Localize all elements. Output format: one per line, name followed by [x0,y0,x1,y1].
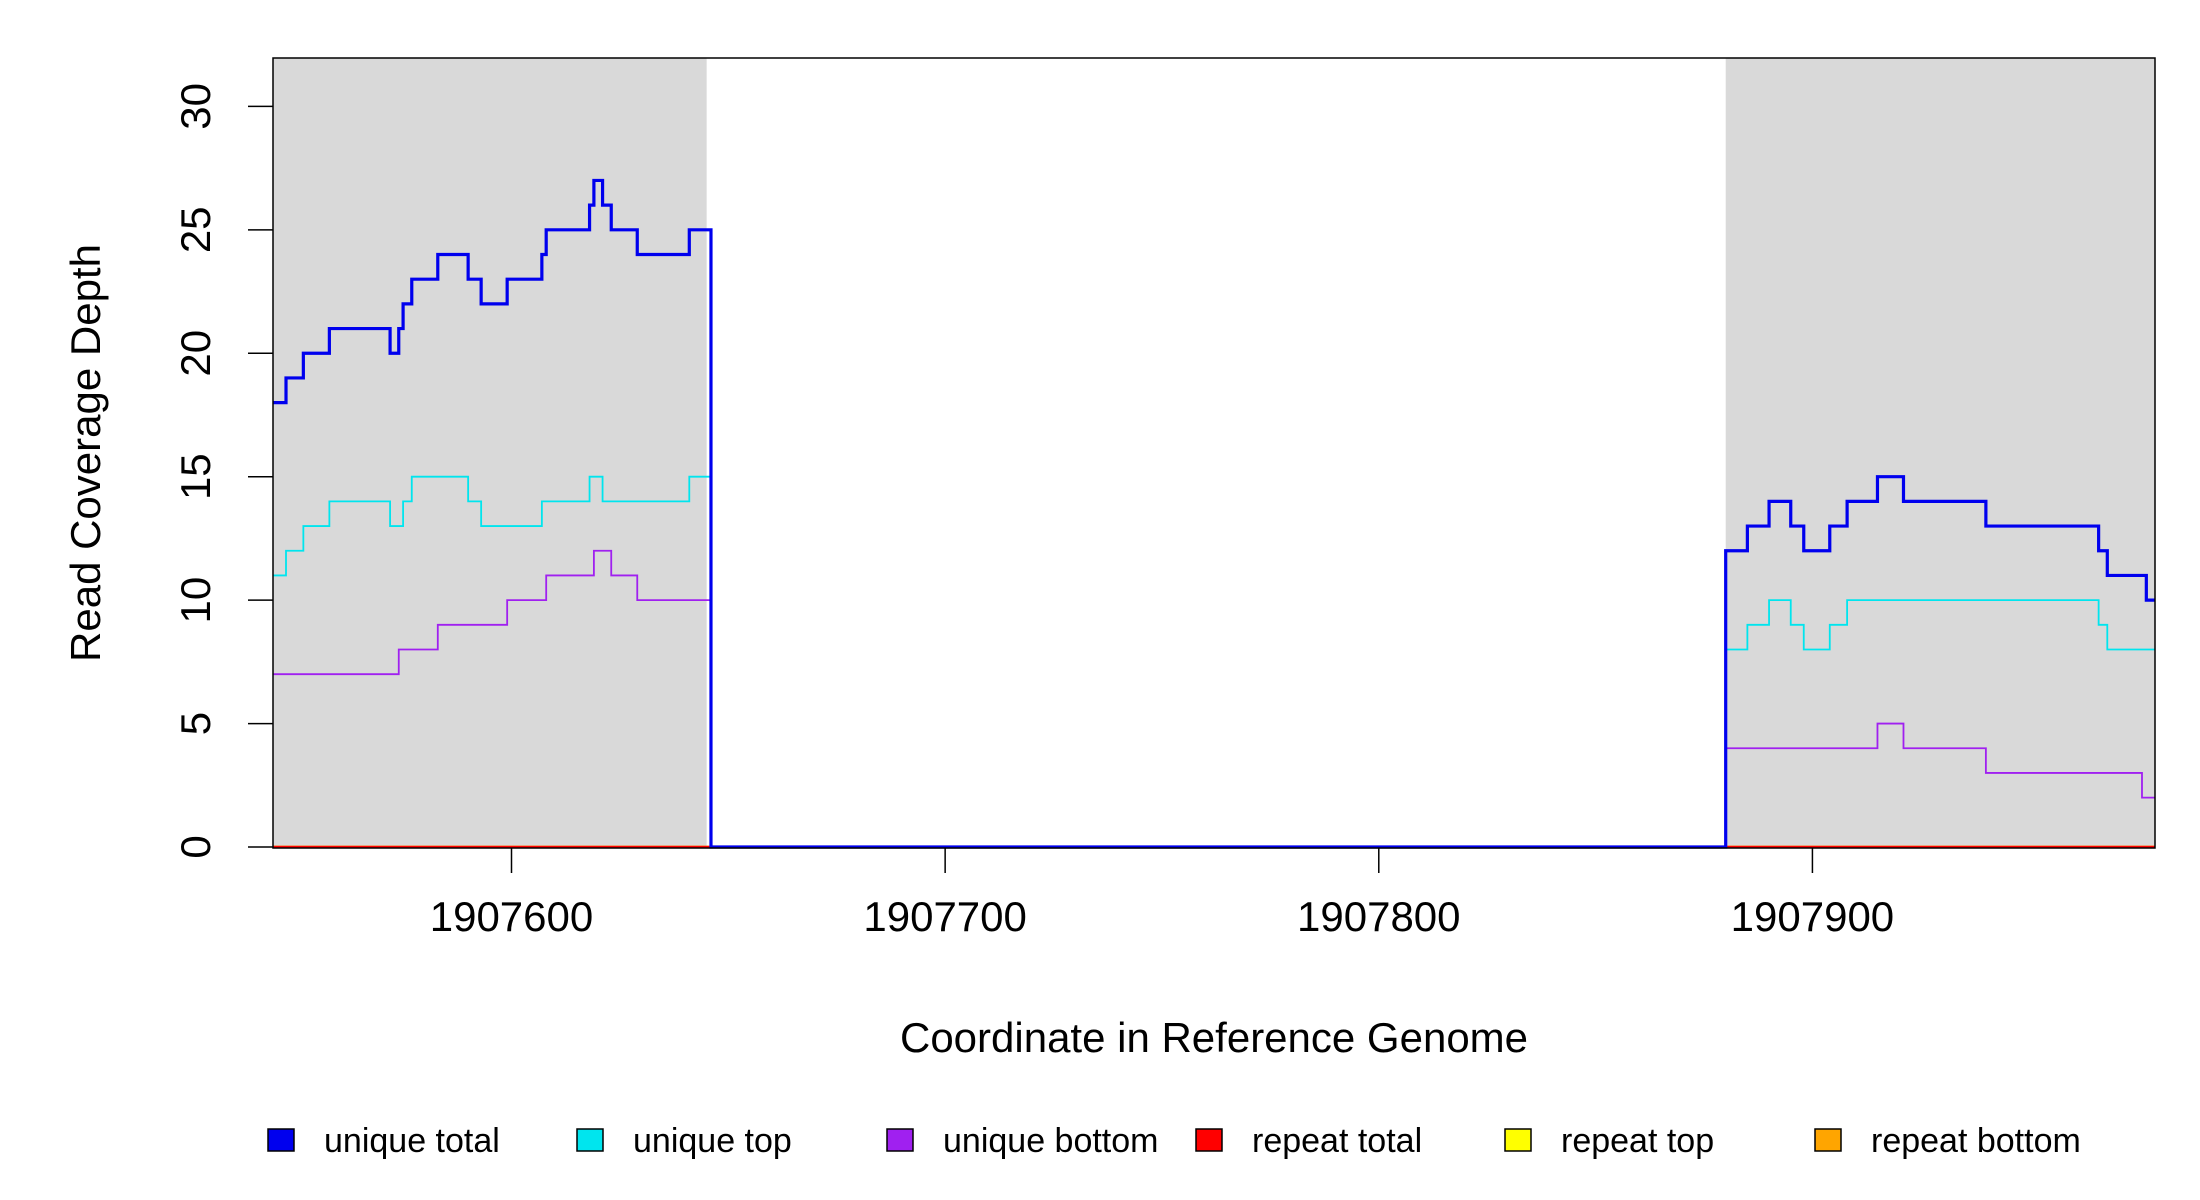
y-tick-label: 10 [172,577,219,624]
legend-swatch-repeat-total [1195,1128,1223,1152]
legend-label-unique-bottom: unique bottom [943,1122,1159,1160]
x-axis: 1907600 1907700 1907800 1907900 [430,848,1894,940]
x-tick-label: 1907800 [1297,893,1461,940]
legend-label-unique-total: unique total [324,1122,500,1160]
shaded-regions [273,58,2155,848]
shaded-region [273,58,707,848]
legend-swatch-repeat-top [1504,1128,1532,1152]
x-tick-label: 1907700 [863,893,1027,940]
legend-swatch-unique-total [267,1128,295,1152]
y-tick-label: 15 [172,453,219,500]
y-axis: 0 5 10 15 20 25 30 [172,83,273,859]
series-lines [273,178,2155,849]
y-tick-label: 5 [172,712,219,735]
y-axis-label: Read Coverage Depth [62,244,109,662]
y-tick-label: 20 [172,330,219,377]
series-line-unique-top [273,475,2155,848]
legend-label-repeat-total: repeat total [1252,1122,1422,1160]
series-line-unique-bottom [273,549,2155,848]
series-line-unique-total [273,178,2155,849]
legend: unique total unique top unique bottom repea… [267,1122,2081,1160]
x-tick-label: 1907900 [1731,893,1895,940]
legend-label-repeat-bottom: repeat bottom [1871,1122,2081,1160]
shaded-region [1725,58,2155,848]
legend-swatch-unique-top [576,1128,604,1152]
legend-label-unique-top: unique top [633,1122,792,1160]
legend-swatch-repeat-bottom [1814,1128,1842,1152]
y-tick-label: 25 [172,206,219,253]
y-tick-label: 0 [172,835,219,858]
plot-frame [272,57,2156,849]
y-tick-label: 30 [172,83,219,130]
x-tick-label: 1907600 [430,893,594,940]
legend-swatch-unique-bottom [886,1128,914,1152]
x-axis-label: Coordinate in Reference Genome [900,1014,1528,1061]
legend-label-repeat-top: repeat top [1561,1122,1714,1160]
